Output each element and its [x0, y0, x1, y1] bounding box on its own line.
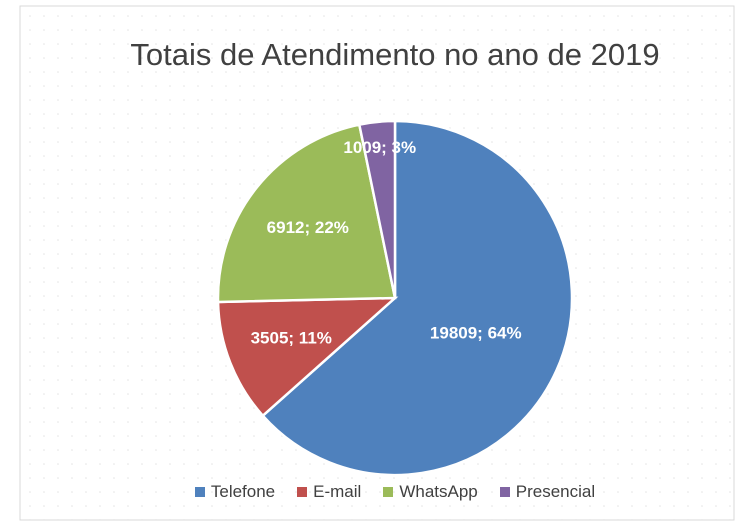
pie-slice: [216, 296, 399, 418]
data-label: 3505; 11%: [251, 328, 332, 347]
legend-swatch: [383, 487, 394, 497]
data-label: 1009; 3%: [343, 138, 416, 157]
data-label: 19809; 64%: [430, 324, 522, 343]
legend-entry: WhatsApp: [383, 482, 478, 502]
legend-entry: E-mail: [297, 482, 361, 502]
legend-label: WhatsApp: [399, 482, 478, 501]
pie-slice: [261, 119, 574, 477]
pie-slice: [216, 123, 397, 304]
chart-title: Totais de Atendimento no ano de 2019: [130, 37, 660, 72]
pie-slice: [357, 119, 397, 299]
legend-entry: Presencial: [499, 482, 596, 502]
legend-swatch: [194, 487, 205, 497]
legend-swatch: [499, 487, 510, 497]
legend-entry: Telefone: [194, 482, 276, 502]
legend-label: Telefone: [210, 482, 276, 501]
data-label: 6912; 22%: [267, 218, 349, 237]
pie: 19809; 64% 3505; 11% 6912; 22% 1009; 3%: [216, 119, 574, 477]
legend-swatch: [297, 487, 308, 497]
legend: Telefone E-mail WhatsApp Presencial: [0, 482, 739, 502]
legend-label: Presencial: [515, 482, 596, 501]
legend-label: E-mail: [313, 482, 362, 501]
